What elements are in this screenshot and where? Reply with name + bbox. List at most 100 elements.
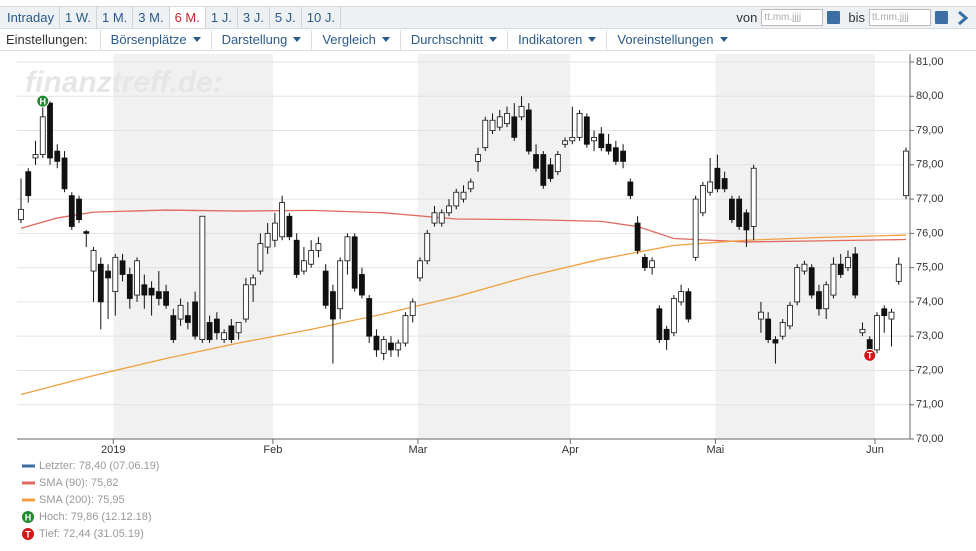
- to-input[interactable]: tt.mm.jjjj: [869, 9, 931, 26]
- calendar-icon[interactable]: [935, 11, 948, 24]
- watermark: finanztreff.de:: [25, 66, 223, 99]
- candle-body: [366, 298, 373, 337]
- candle-body: [540, 154, 547, 186]
- candle-body: [199, 215, 206, 341]
- candle-body: [177, 304, 184, 320]
- candle-body: [859, 328, 866, 334]
- candle-body: [888, 311, 895, 320]
- candle-body: [866, 339, 873, 351]
- candle-body: [330, 291, 336, 320]
- candle-body: [373, 335, 380, 351]
- candle-body: [845, 256, 851, 269]
- candle-body: [511, 116, 518, 138]
- y-tick-label: 77,00: [916, 193, 944, 205]
- y-tick-label: 74,00: [916, 296, 944, 308]
- menu-dropdown[interactable]: Darstellung: [210, 29, 312, 50]
- candle-body: [134, 260, 140, 296]
- y-tick-label: 79,00: [916, 124, 944, 136]
- candle-body: [758, 311, 764, 320]
- candle-body: [750, 167, 757, 227]
- menu-dropdown[interactable]: Voreinstellungen: [606, 29, 737, 50]
- candle-body: [184, 315, 191, 323]
- candle-body: [605, 143, 612, 152]
- candle-body: [518, 106, 525, 118]
- candle-body: [68, 195, 75, 227]
- candle-body: [598, 133, 605, 149]
- menu-dropdown[interactable]: Durchschnitt: [399, 29, 507, 50]
- candle-body: [649, 260, 656, 269]
- range-tab[interactable]: 5 J.: [270, 7, 302, 28]
- y-tick-label: 70,00: [916, 433, 944, 445]
- range-tab[interactable]: 1 J.: [206, 7, 238, 28]
- candle-body: [729, 198, 735, 221]
- candle-body: [344, 236, 351, 262]
- y-tick-label: 78,00: [916, 159, 944, 171]
- candle-body: [772, 339, 779, 344]
- extreme-marker: [863, 348, 877, 362]
- candle-body: [816, 291, 822, 310]
- candle-body: [286, 215, 293, 238]
- candle-body: [794, 267, 801, 303]
- candle-body: [83, 231, 90, 234]
- next-arrow[interactable]: [956, 10, 968, 25]
- y-tick-label: 71,00: [916, 399, 944, 411]
- candle-body: [112, 256, 119, 293]
- x-tick-label: Mai: [707, 444, 725, 456]
- y-tick-label: 73,00: [916, 330, 944, 342]
- range-tab[interactable]: 1 M.: [97, 7, 134, 28]
- candle-body: [76, 198, 82, 221]
- candle-body: [765, 318, 772, 341]
- candle-body: [707, 181, 714, 193]
- legend-text: Tief: 72,44 (31.05.19): [39, 528, 144, 540]
- x-tick-label: Jun: [866, 444, 884, 456]
- candle-body: [417, 260, 423, 279]
- candle-body: [475, 154, 481, 162]
- candle-body: [685, 291, 692, 320]
- candle-body: [453, 191, 460, 207]
- y-tick-label: 81,00: [916, 56, 944, 68]
- candle-body: [678, 291, 685, 303]
- candle-body: [308, 250, 315, 265]
- from-input[interactable]: tt.mm.jjjj: [761, 9, 824, 26]
- candle-body: [591, 136, 597, 142]
- candle-body: [39, 116, 46, 155]
- range-tab[interactable]: 6 M.: [169, 7, 206, 28]
- candle-body: [359, 274, 365, 296]
- candle-body: [787, 304, 793, 327]
- candle-body: [895, 263, 902, 282]
- candle-body: [90, 250, 97, 272]
- candle-body: [699, 184, 706, 214]
- calendar-icon[interactable]: [827, 11, 841, 24]
- range-toolbar: Intraday 1 W. 1 M. 3 M. 6 M. 1 J. 3 J. 5 J. 10 J…: [0, 6, 976, 29]
- range-tab[interactable]: 3 M.: [133, 7, 170, 28]
- candle-body: [489, 119, 496, 131]
- legend-icon-label: T: [25, 529, 31, 539]
- legend-icon-label: H: [25, 512, 32, 522]
- marker-label: H: [40, 96, 47, 106]
- range-tab[interactable]: Intraday: [2, 7, 60, 28]
- candle-body: [257, 243, 264, 272]
- candle-body: [119, 260, 126, 275]
- candle-body: [279, 202, 286, 238]
- legend-text: SMA (90): 75,82: [39, 477, 119, 489]
- candle-body: [852, 253, 859, 296]
- candle-body: [569, 136, 576, 142]
- menu-dropdown[interactable]: Indikatoren: [507, 29, 606, 50]
- range-tab[interactable]: 10 J.: [302, 7, 341, 28]
- sma-line: [20, 209, 907, 243]
- range-tab[interactable]: 3 J.: [238, 7, 270, 28]
- candle-body: [627, 181, 634, 197]
- menu-dropdown[interactable]: Vergleich: [311, 29, 399, 50]
- candle-body: [634, 222, 641, 251]
- candle-body: [837, 263, 844, 275]
- range-tab[interactable]: 1 W.: [60, 7, 97, 28]
- candle-body: [583, 116, 590, 145]
- candle-body: [670, 298, 677, 334]
- menu-dropdown[interactable]: Börsenplätze: [99, 29, 211, 50]
- candle-body: [830, 263, 837, 296]
- candle-body: [322, 270, 329, 306]
- candle-body: [808, 267, 815, 296]
- candle-body: [97, 263, 104, 303]
- candle-body: [315, 243, 322, 251]
